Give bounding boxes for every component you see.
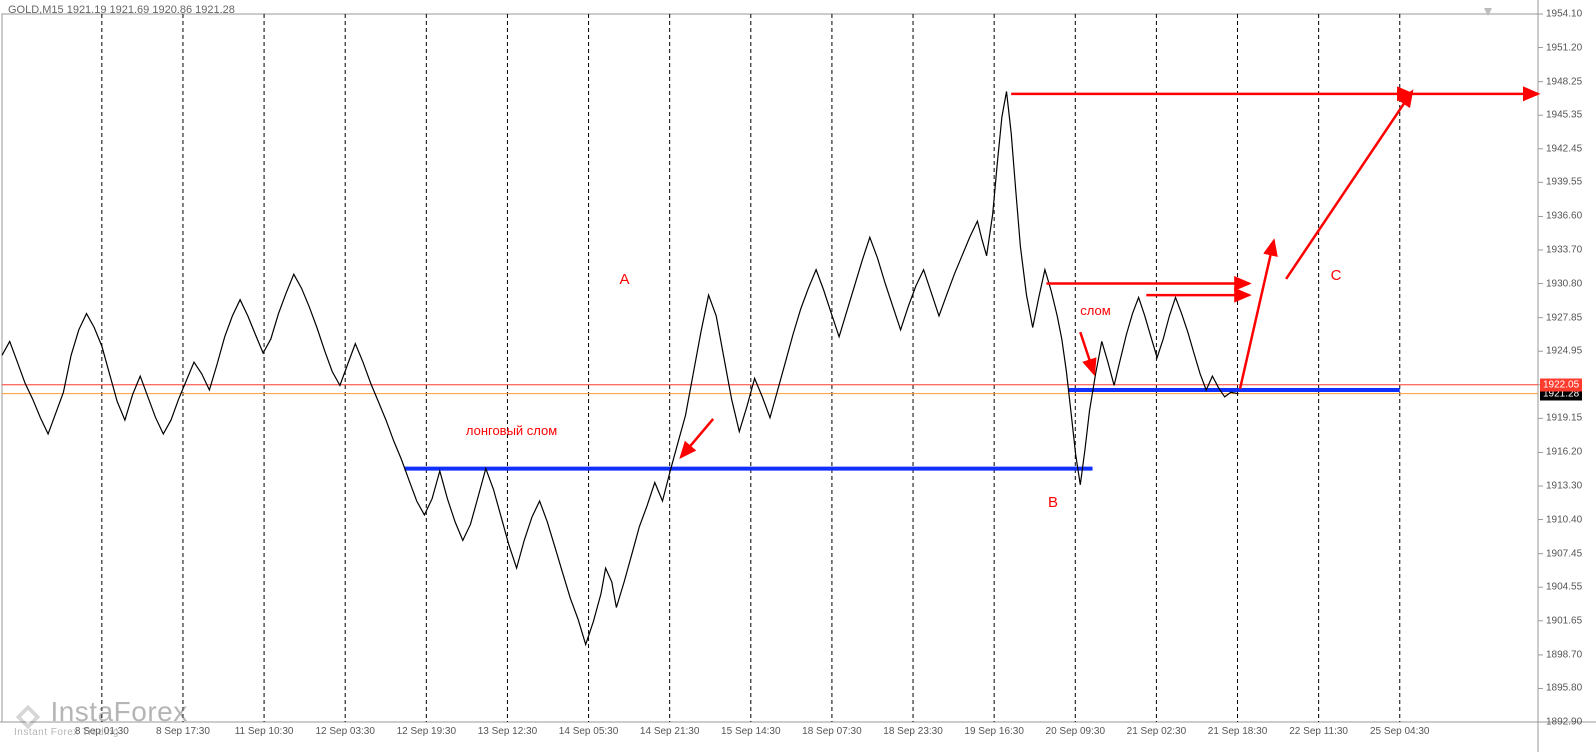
- x-tick-label: 18 Sep 07:30: [802, 726, 862, 737]
- x-tick-label: 25 Sep 04:30: [1370, 726, 1430, 737]
- ohlc-values: 1921.19 1921.69 1920.86 1921.28: [67, 4, 235, 16]
- y-tick-label: 1936.60: [1546, 211, 1582, 222]
- chart-svg: [0, 0, 1596, 752]
- y-tick-label: 1916.20: [1546, 447, 1582, 458]
- y-tick-label: 1933.70: [1546, 245, 1582, 256]
- x-tick-label: 14 Sep 21:30: [640, 726, 700, 737]
- y-tick-label: 1942.45: [1546, 143, 1582, 154]
- x-tick-label: 19 Sep 16:30: [964, 726, 1024, 737]
- label-long-break: лонговый слом: [466, 423, 557, 438]
- y-tick-label: 1948.25: [1546, 76, 1582, 87]
- x-tick-label: 21 Sep 18:30: [1208, 726, 1268, 737]
- y-tick-label: 1898.70: [1546, 649, 1582, 660]
- chart-container: 8 Sep 01:308 Sep 17:3011 Sep 10:3012 Sep…: [0, 0, 1596, 752]
- label-A: A: [619, 271, 629, 288]
- y-tick-label: 1892.90: [1546, 717, 1582, 728]
- scroll-down-icon: [1484, 8, 1492, 16]
- label-C: C: [1331, 267, 1342, 284]
- label-slom: слом: [1080, 303, 1110, 318]
- arrow-proj-diag-1: [1240, 241, 1274, 389]
- arrow-slom: [1080, 332, 1094, 374]
- y-tick-label: 1901.65: [1546, 615, 1582, 626]
- y-tick-label: 1924.95: [1546, 346, 1582, 357]
- y-tick-label: 1945.35: [1546, 110, 1582, 121]
- y-tick-label: 1954.10: [1546, 9, 1582, 20]
- y-tick-label: 1895.80: [1546, 683, 1582, 694]
- x-tick-label: 12 Sep 19:30: [397, 726, 457, 737]
- y-tick-label: 1907.45: [1546, 548, 1582, 559]
- watermark-main: InstaForex: [50, 696, 187, 727]
- y-tick-label: 1910.40: [1546, 514, 1582, 525]
- x-tick-label: 20 Sep 09:30: [1046, 726, 1106, 737]
- watermark: InstaForex Instant Forex Trading: [14, 696, 188, 738]
- symbol-timeframe: GOLD,M15: [8, 4, 64, 16]
- x-tick-label: 14 Sep 05:30: [559, 726, 619, 737]
- arrow-proj-diag-2: [1286, 92, 1412, 279]
- y-tick-label: 1904.55: [1546, 582, 1582, 593]
- x-tick-label: 12 Sep 03:30: [315, 726, 375, 737]
- instaforex-logo-icon: [14, 703, 42, 731]
- x-tick-label: 21 Sep 02:30: [1127, 726, 1187, 737]
- price-series: [2, 92, 1239, 645]
- y-tick-label: 1930.80: [1546, 278, 1582, 289]
- y-tick-label: 1939.55: [1546, 177, 1582, 188]
- x-tick-label: 22 Sep 11:30: [1289, 726, 1348, 737]
- x-tick-label: 18 Sep 23:30: [883, 726, 943, 737]
- x-tick-label: 15 Sep 14:30: [721, 726, 781, 737]
- y-tick-label: 1919.15: [1546, 413, 1582, 424]
- arrow-long-break: [681, 419, 713, 457]
- y-tick-label: 1927.85: [1546, 312, 1582, 323]
- label-B: B: [1048, 494, 1058, 511]
- y-tick-label: 1951.20: [1546, 42, 1582, 53]
- x-tick-label: 13 Sep 12:30: [478, 726, 538, 737]
- chart-header: GOLD,M15 1921.19 1921.69 1920.86 1921.28: [8, 4, 235, 16]
- x-tick-label: 11 Sep 10:30: [235, 726, 294, 737]
- y-tick-label: 1913.30: [1546, 481, 1582, 492]
- price-line-ref-tag: 1922.05: [1540, 378, 1582, 391]
